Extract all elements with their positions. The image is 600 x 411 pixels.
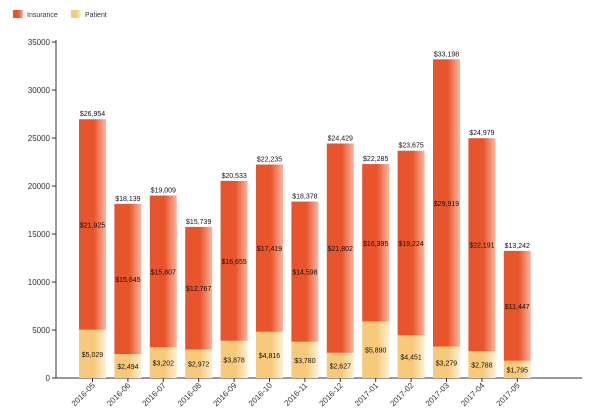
x-tick-label: 2017-01 xyxy=(353,381,381,409)
bars xyxy=(79,59,531,378)
x-tick-label: 2017-03 xyxy=(424,381,452,409)
bar-insurance-2017-01[interactable] xyxy=(362,164,390,322)
patient-value-label: $4,451 xyxy=(400,355,422,362)
bar-patient-2016-06[interactable] xyxy=(114,354,142,378)
total-label: $26,954 xyxy=(80,111,105,118)
insurance-value-label: $11,447 xyxy=(505,304,530,311)
legend-label-patient[interactable]: Patient xyxy=(85,12,107,19)
patient-value-label: $3,780 xyxy=(294,358,316,365)
x-tick-label: 2017-04 xyxy=(459,381,487,409)
bar-insurance-2016-10[interactable] xyxy=(256,164,283,332)
total-label: $18,378 xyxy=(292,194,317,201)
insurance-value-label: $16,395 xyxy=(363,241,388,248)
bar-patient-2017-01[interactable] xyxy=(362,321,390,378)
y-tick-label: 15000 xyxy=(28,230,51,239)
patient-value-label: $2,494 xyxy=(117,364,139,371)
y-tick-label: 20000 xyxy=(28,182,51,191)
y-tick-label: 10000 xyxy=(28,278,51,287)
y-tick-label: 30000 xyxy=(28,86,51,95)
bar-insurance-2017-02[interactable] xyxy=(397,150,425,336)
patient-value-label: $2,972 xyxy=(188,362,210,369)
y-tick-label: 35000 xyxy=(28,38,51,47)
legend: Insurance Patient xyxy=(13,10,107,19)
bar-patient-2016-07[interactable] xyxy=(149,347,177,378)
patient-value-label: $3,202 xyxy=(153,361,175,368)
bar-patient-2016-05[interactable] xyxy=(79,329,106,378)
y-tick-label: 0 xyxy=(46,374,51,383)
bar-insurance-2017-05[interactable] xyxy=(503,250,531,361)
total-label: $22,285 xyxy=(363,156,388,163)
total-label: $15,739 xyxy=(186,219,211,226)
insurance-value-label: $15,645 xyxy=(115,277,140,284)
x-tick-label: 2016-09 xyxy=(211,381,239,409)
bar-insurance-2016-09[interactable] xyxy=(220,180,248,341)
legend-label-insurance[interactable]: Insurance xyxy=(27,12,58,19)
bar-insurance-2016-08[interactable] xyxy=(185,226,213,350)
patient-value-label: $3,878 xyxy=(223,357,245,364)
bar-patient-2017-03[interactable] xyxy=(433,346,460,378)
x-tick-label: 2016-10 xyxy=(247,381,275,409)
total-label: $22,235 xyxy=(257,157,282,164)
x-tick-label: 2016-06 xyxy=(105,381,133,409)
insurance-value-label: $16,655 xyxy=(221,259,246,266)
insurance-value-label: $22,191 xyxy=(469,243,494,250)
data-labels: $26,954 $21,925 $5,029 $18,139 $15,645 $2,494… xyxy=(80,51,530,374)
total-label: $23,675 xyxy=(398,143,423,150)
y-tick-label: 25000 xyxy=(28,134,51,143)
bar-patient-2016-11[interactable] xyxy=(291,341,319,378)
bar-insurance-2017-04[interactable] xyxy=(468,138,496,352)
insurance-value-label: $14,598 xyxy=(292,270,317,277)
total-label: $24,979 xyxy=(469,130,494,137)
bar-insurance-2016-11[interactable] xyxy=(291,201,319,342)
patient-value-label: $3,279 xyxy=(436,360,458,367)
total-label: $19,009 xyxy=(151,188,176,195)
patient-value-label: $1,795 xyxy=(507,367,529,374)
x-tick-label: 2016-12 xyxy=(318,381,346,409)
bar-patient-2017-05[interactable] xyxy=(503,360,531,378)
bar-insurance-2016-07[interactable] xyxy=(149,195,177,348)
bar-patient-2016-12[interactable] xyxy=(326,352,354,378)
total-label: $13,242 xyxy=(505,243,530,250)
total-label: $33,198 xyxy=(434,51,459,58)
bar-patient-2017-04[interactable] xyxy=(468,351,496,378)
patient-value-label: $4,816 xyxy=(259,353,281,360)
total-label: $24,429 xyxy=(328,135,353,142)
x-tick-label: 2016-11 xyxy=(283,381,310,408)
patient-value-label: $5,029 xyxy=(82,352,104,359)
legend-swatch-insurance[interactable] xyxy=(13,10,23,18)
insurance-value-label: $21,925 xyxy=(80,222,105,229)
x-tick-label: 2017-02 xyxy=(388,381,416,409)
insurance-value-label: $15,807 xyxy=(151,269,176,276)
bar-insurance-2016-05[interactable] xyxy=(79,119,106,330)
bar-insurance-2016-06[interactable] xyxy=(114,203,142,355)
y-tick-label: 5000 xyxy=(32,326,50,335)
patient-value-label: $2,788 xyxy=(471,363,493,370)
total-label: $18,139 xyxy=(115,196,140,203)
bar-insurance-2017-03[interactable] xyxy=(433,59,460,347)
insurance-value-label: $12,767 xyxy=(186,286,211,293)
x-tick-label: 2016-08 xyxy=(176,381,204,409)
patient-value-label: $5,890 xyxy=(365,348,387,355)
patient-value-label: $2,627 xyxy=(330,363,352,370)
x-tick-label: 2016-05 xyxy=(70,381,98,409)
bar-insurance-2016-12[interactable] xyxy=(326,143,354,353)
x-tick-label: 2016-07 xyxy=(141,381,169,409)
insurance-value-label: $21,802 xyxy=(328,246,353,253)
legend-swatch-patient[interactable] xyxy=(71,10,81,18)
bar-patient-2017-02[interactable] xyxy=(397,335,425,378)
bar-patient-2016-10[interactable] xyxy=(256,331,283,378)
insurance-value-label: $29,919 xyxy=(434,201,459,208)
bar-patient-2016-09[interactable] xyxy=(220,340,248,378)
insurance-value-label: $17,419 xyxy=(257,246,282,253)
x-tick-label: 2017-05 xyxy=(495,381,523,409)
insurance-value-label: $19,224 xyxy=(398,241,423,248)
total-label: $20,533 xyxy=(221,173,246,180)
bar-patient-2016-08[interactable] xyxy=(185,349,213,378)
